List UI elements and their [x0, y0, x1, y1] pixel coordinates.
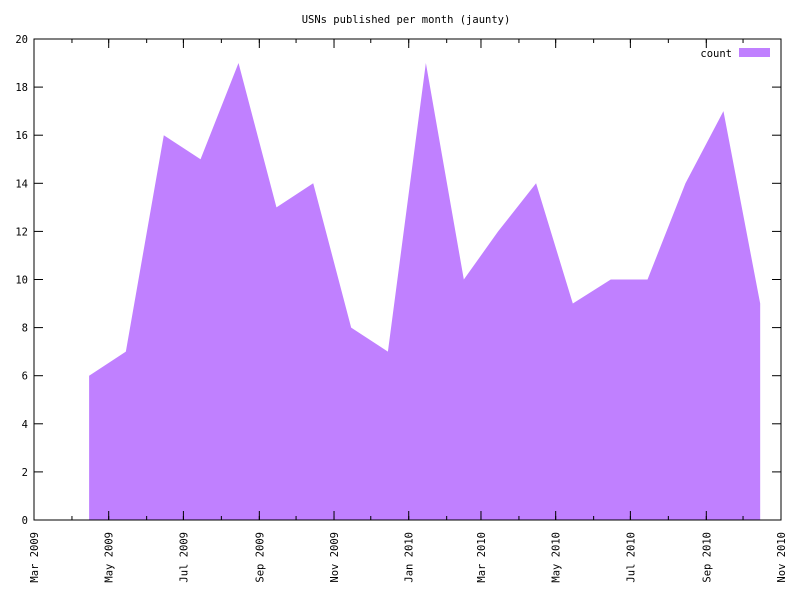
x-tick-label: Sep 2009 [254, 532, 266, 583]
chart-title: USNs published per month (jaunty) [302, 14, 511, 26]
y-tick-label: 20 [15, 34, 28, 46]
legend: count [700, 48, 770, 60]
y-tick-label: 14 [15, 178, 28, 190]
x-tick-label: Jul 2009 [178, 532, 190, 583]
area-series-count [89, 63, 761, 521]
x-tick-label: Mar 2009 [29, 532, 41, 583]
y-tick-label: 4 [22, 419, 28, 431]
x-tick-label: Jul 2010 [625, 532, 637, 583]
legend-label-count: count [700, 48, 732, 60]
plot-area [89, 63, 761, 521]
x-tick-label: May 2010 [551, 532, 563, 583]
y-tick-label: 8 [22, 323, 28, 335]
x-tick-label: Nov 2010 [776, 532, 788, 583]
plot-border [33, 38, 782, 521]
y-tick-label: 16 [15, 130, 28, 142]
y-tick-label: 10 [15, 275, 28, 287]
tick-labels: 0 2 4 6 8 10 12 14 16 18 20 Mar 2009 May 2009 Jul 200… [15, 34, 788, 583]
x-tick-label: May 2009 [104, 532, 116, 583]
legend-swatch-count [739, 48, 770, 57]
y-tick-label: 18 [15, 82, 28, 94]
y-tick-label: 0 [22, 515, 28, 527]
x-tick-label: Jan 2010 [404, 532, 416, 583]
y-tick-label: 2 [22, 467, 28, 479]
x-tick-label: Mar 2010 [476, 532, 488, 583]
y-tick-label: 12 [15, 226, 28, 238]
x-tick-label: Sep 2010 [701, 532, 713, 583]
x-tick-label: Nov 2009 [329, 532, 341, 583]
y-tick-label: 6 [22, 371, 28, 383]
